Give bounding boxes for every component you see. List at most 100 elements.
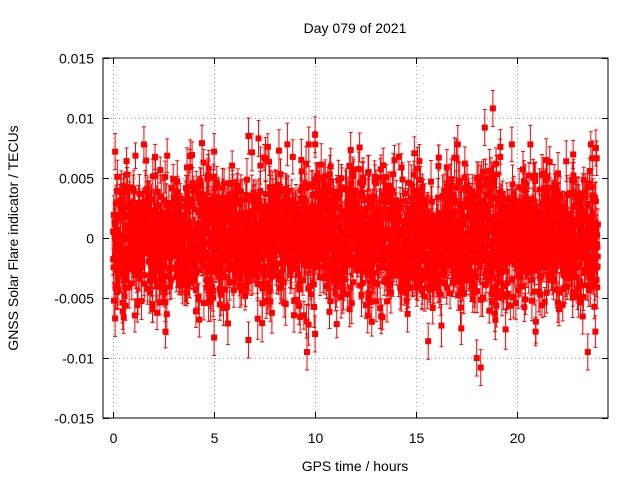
data-point [184, 255, 191, 262]
data-point [264, 297, 271, 304]
data-point [114, 173, 121, 180]
data-point [232, 200, 239, 207]
data-point [112, 200, 119, 207]
data-point [209, 237, 216, 244]
data-point [128, 280, 135, 287]
data-point [128, 245, 135, 252]
data-point [300, 202, 307, 209]
data-point [218, 215, 225, 222]
data-point [265, 284, 272, 291]
data-point [123, 225, 130, 232]
data-point [117, 211, 124, 218]
data-point [275, 147, 282, 154]
data-point [227, 263, 234, 270]
data-point [254, 280, 261, 287]
data-point [209, 283, 216, 290]
data-point [119, 254, 126, 261]
data-point [150, 212, 157, 219]
data-point [229, 240, 236, 247]
data-point [288, 263, 295, 270]
data-point [189, 270, 196, 277]
data-point [165, 233, 172, 240]
data-point [119, 233, 126, 240]
data-point [269, 267, 276, 274]
data-point [173, 231, 180, 238]
data-point [309, 183, 316, 190]
data-point [303, 160, 310, 167]
data-point [193, 183, 200, 190]
data-point [220, 209, 227, 216]
data-point [171, 253, 178, 260]
data-point [254, 206, 261, 213]
data-point [119, 259, 126, 266]
data-point [243, 192, 250, 199]
data-point [126, 200, 133, 207]
data-point [308, 212, 315, 219]
data-point [282, 301, 289, 308]
data-point [208, 213, 215, 220]
data-point [184, 209, 191, 216]
data-point [147, 277, 154, 284]
data-point [148, 271, 155, 278]
data-point [125, 211, 132, 218]
data-point [168, 241, 175, 248]
data-point [175, 200, 182, 207]
data-point [141, 280, 148, 287]
data-point [216, 301, 223, 308]
data-point [280, 199, 287, 206]
data-point [200, 231, 207, 238]
data-point [197, 177, 204, 184]
data-point [277, 285, 284, 292]
data-point [226, 180, 233, 187]
data-point [157, 167, 164, 174]
data-point [266, 255, 273, 262]
data-point [221, 180, 228, 187]
data-point [190, 186, 197, 193]
data-point [154, 309, 161, 316]
data-point [258, 223, 265, 230]
data-point [289, 153, 296, 160]
data-point [189, 151, 196, 158]
data-point [265, 241, 272, 248]
data-point [242, 222, 249, 229]
data-point [126, 284, 133, 291]
data-point [134, 301, 141, 308]
data-point [144, 285, 151, 292]
data-point [140, 141, 147, 148]
data-point [287, 207, 294, 214]
data-point [168, 185, 175, 192]
data-point [283, 193, 290, 200]
data-point [293, 266, 300, 273]
data-point [186, 279, 193, 286]
data-point [120, 236, 127, 243]
data-point [157, 270, 164, 277]
data-point [219, 184, 226, 191]
data-point [311, 303, 318, 310]
data-point [162, 173, 169, 180]
data-point [138, 263, 145, 270]
data-point [152, 207, 159, 214]
data-point [122, 222, 129, 229]
data-point [131, 312, 138, 319]
data-point [154, 252, 161, 259]
data-point [177, 195, 184, 202]
data-point [135, 298, 142, 305]
data-point [224, 242, 231, 249]
data-point [267, 186, 274, 193]
data-point [297, 313, 304, 320]
data-point [260, 239, 267, 246]
data-point [139, 245, 146, 252]
data-point [318, 161, 325, 168]
data-point [210, 294, 217, 301]
data-point [122, 284, 129, 291]
data-point [292, 296, 299, 303]
data-point [152, 172, 159, 179]
data-point [212, 184, 219, 191]
data-point [227, 208, 234, 215]
data-point [223, 303, 230, 310]
data-point [317, 274, 324, 281]
data-point [267, 298, 274, 305]
data-point [178, 203, 185, 210]
data-point [300, 312, 307, 319]
